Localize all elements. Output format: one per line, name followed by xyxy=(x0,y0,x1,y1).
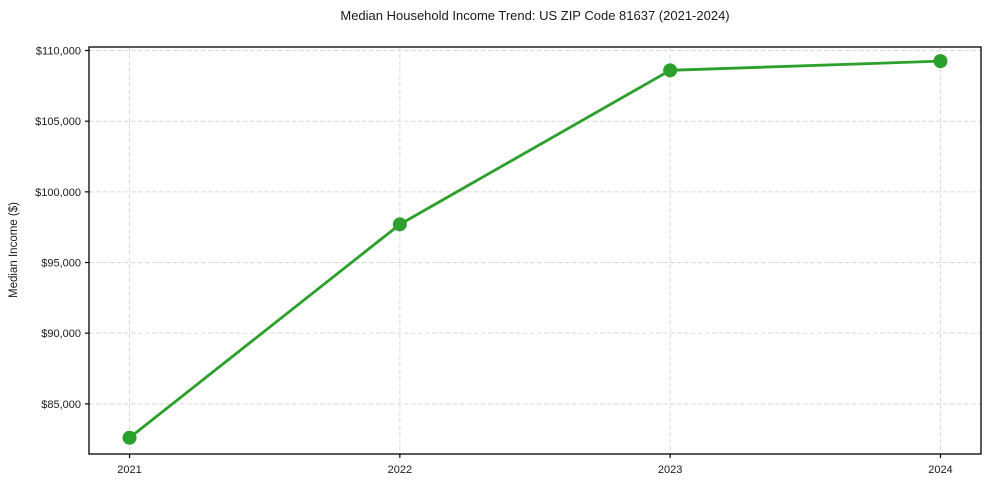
data-point-marker-2023 xyxy=(663,63,678,78)
x-tick-label: 2022 xyxy=(388,464,412,476)
data-point-marker-2024 xyxy=(933,54,948,69)
trend-line xyxy=(128,59,942,440)
data-point-marker-2022 xyxy=(392,217,407,232)
y-tick-label: $100,000 xyxy=(35,187,81,199)
y-tick-label: $85,000 xyxy=(41,399,81,411)
y-tick-label: $90,000 xyxy=(41,328,81,340)
x-tick-label: 2023 xyxy=(658,464,682,476)
y-tick-label: $110,000 xyxy=(36,46,81,58)
y-axis-label: Median Income ($) xyxy=(8,202,20,298)
data-point-marker-2021 xyxy=(122,430,137,445)
plot-border xyxy=(88,46,982,455)
x-tick-label: 2024 xyxy=(928,464,952,476)
chart-title: Median Household Income Trend: US ZIP Co… xyxy=(340,8,730,23)
x-tick-label: 2021 xyxy=(117,464,141,476)
y-tick-label: $105,000 xyxy=(35,116,81,128)
y-tick-label: $95,000 xyxy=(41,258,81,270)
